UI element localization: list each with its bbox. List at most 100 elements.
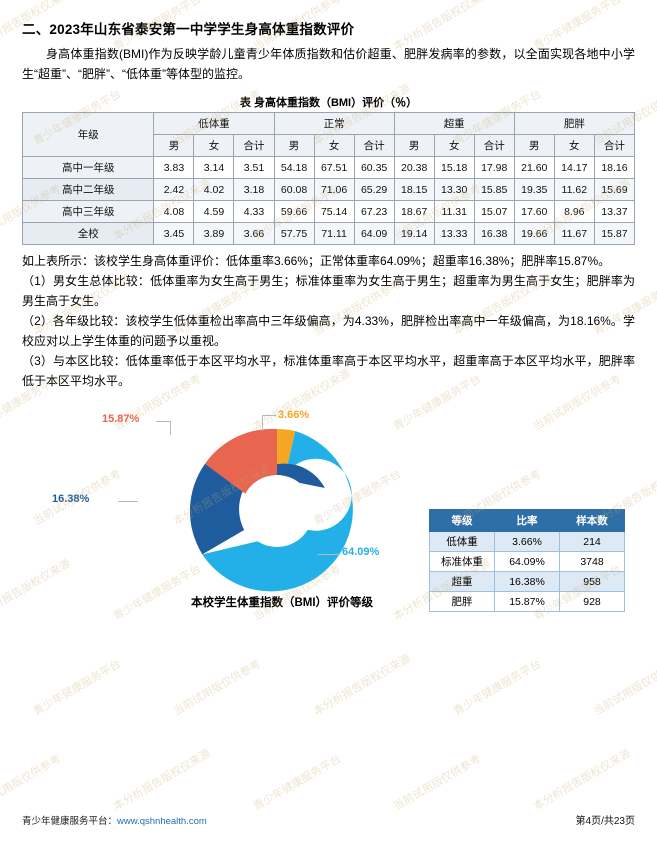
analysis-summary: 如上表所示：该校学生身高体重评价：低体重率3.66%；正常体重率64.09%；超…: [22, 254, 611, 268]
subheader-1-0: 男: [273, 134, 315, 157]
cell: 13.33: [433, 222, 475, 245]
leader-line-overweight: [118, 501, 138, 502]
chart-area: 3.66% 15.87% 16.38% 64.09% 本校学生体重指数（BMI）…: [22, 409, 635, 659]
page-title: 二、2023年山东省泰安第一中学学生身高体重指数评价: [22, 22, 355, 37]
cell: 15.69: [593, 178, 636, 201]
cell: 15.18: [433, 156, 475, 179]
cell: 3.89: [193, 222, 235, 245]
subheader-2-0: 男: [393, 134, 435, 157]
slice-overweight: [189, 463, 325, 555]
legend-cell-rate: 64.09%: [494, 551, 560, 572]
footer-left: 青少年健康服务平台：www.qshnhealth.com: [22, 813, 207, 827]
legend-cell-name: 低体重: [429, 531, 495, 552]
cell: 19.66: [513, 222, 555, 245]
slice-normal: [202, 431, 353, 592]
legend-header-rate: 比率: [494, 509, 560, 532]
table-header-group-0: 低体重: [153, 112, 275, 135]
legend-row: 标准体重 64.09% 3748: [429, 551, 625, 572]
subheader-1-1: 女: [313, 134, 355, 157]
intro-paragraph: 身高体重指数(BMI)作为反映学龄儿童青少年体质指数和估价超重、肥胖发病率的参数…: [22, 47, 635, 81]
cell: 54.18: [273, 156, 315, 179]
table-header-grade: 年级: [21, 112, 155, 157]
cell: 67.23: [353, 200, 395, 223]
cell: 57.75: [273, 222, 315, 245]
row-grade: 高中三年级: [21, 200, 155, 223]
chart-label-overweight: 16.38%: [52, 493, 90, 505]
table-row: 高中三年级 4.08 4.59 4.33 59.66 75.14 67.23 1…: [21, 200, 636, 223]
footer-platform-label: 青少年健康服务平台：: [22, 816, 118, 827]
legend-table: 等级 比率 样本数 低体重 3.66% 214 标准体重 64.09% 3748…: [429, 509, 625, 612]
cell: 65.29: [353, 178, 395, 201]
subheader-3-2: 合计: [593, 134, 636, 157]
leader-line-obese-2: [156, 421, 171, 422]
row-grade: 高中一年级: [21, 156, 155, 179]
cell: 16.38: [473, 222, 515, 245]
cell: 3.83: [153, 156, 195, 179]
cell: 13.30: [433, 178, 475, 201]
cell: 11.31: [433, 200, 475, 223]
leader-line-lowweight-2: [262, 415, 276, 416]
legend-header-name: 等级: [429, 509, 495, 532]
footer-page-number: 第4页/共23页: [575, 816, 635, 827]
row-grade: 高中二年级: [21, 178, 155, 201]
page-footer: 青少年健康服务平台：www.qshnhealth.com 第4页/共23页: [0, 812, 657, 827]
leader-line-obese: [170, 421, 171, 435]
cell: 21.60: [513, 156, 555, 179]
cell: 60.08: [273, 178, 315, 201]
legend-cell-count: 3748: [559, 551, 625, 572]
table-header-group-3: 肥胖: [513, 112, 636, 135]
footer-url: www.qshnhealth.com: [117, 816, 207, 827]
table-header-row-1: 年级 低体重 正常 超重 肥胖: [21, 112, 636, 157]
cell: 17.60: [513, 200, 555, 223]
cell: 3.51: [233, 156, 275, 179]
row-grade: 全校: [21, 222, 155, 245]
cell: 4.33: [233, 200, 275, 223]
subheader-0-1: 女: [193, 134, 235, 157]
table-header-group-2: 超重: [393, 112, 515, 135]
subheader-0-0: 男: [153, 134, 195, 157]
cell: 15.85: [473, 178, 515, 201]
cell: 13.37: [593, 200, 636, 223]
cell: 4.08: [153, 200, 195, 223]
cell: 11.62: [553, 178, 595, 201]
subheader-2-1: 女: [433, 134, 475, 157]
table-header-group-1: 正常: [273, 112, 395, 135]
legend-cell-name: 肥胖: [429, 591, 495, 612]
subheader-3-0: 男: [513, 134, 555, 157]
chart-label-lowweight: 3.66%: [278, 409, 310, 421]
chart-label-obese: 15.87%: [102, 413, 140, 425]
leader-line-normal: [318, 554, 340, 555]
cell: 18.16: [593, 156, 636, 179]
analysis-point-1: （1）男女生总体比较：低体重率为女生高于男生；标准体重率为女生高于男生；超重率为…: [22, 274, 635, 308]
legend-cell-name: 标准体重: [429, 551, 495, 572]
legend-cell-count: 928: [559, 591, 625, 612]
cell: 59.66: [273, 200, 315, 223]
slice-obese: [204, 428, 277, 494]
cell: 15.87: [593, 222, 636, 245]
cell: 3.66: [233, 222, 275, 245]
legend-header-count: 样本数: [559, 509, 625, 532]
legend-cell-name: 超重: [429, 571, 495, 592]
cell: 11.67: [553, 222, 595, 245]
cell: 19.35: [513, 178, 555, 201]
cell: 3.18: [233, 178, 275, 201]
cell: 60.35: [353, 156, 395, 179]
cell: 19.14: [393, 222, 435, 245]
cell: 18.67: [393, 200, 435, 223]
subheader-3-1: 女: [553, 134, 595, 157]
cell: 15.07: [473, 200, 515, 223]
cell: 4.02: [193, 178, 235, 201]
analysis-point-3: （3）与本区比较：低体重率低于本区平均水平，标准体重率高于本区平均水平，超重率高…: [22, 354, 635, 388]
cell: 17.98: [473, 156, 515, 179]
subheader-1-2: 合计: [353, 134, 395, 157]
cell: 8.96: [553, 200, 595, 223]
subheader-2-2: 合计: [473, 134, 515, 157]
legend-cell-count: 958: [559, 571, 625, 592]
cell: 67.51: [313, 156, 355, 179]
cell: 4.59: [193, 200, 235, 223]
donut-hole: [241, 475, 313, 547]
legend-row: 低体重 3.66% 214: [429, 531, 625, 552]
legend-cell-rate: 16.38%: [494, 571, 560, 592]
cell: 75.14: [313, 200, 355, 223]
